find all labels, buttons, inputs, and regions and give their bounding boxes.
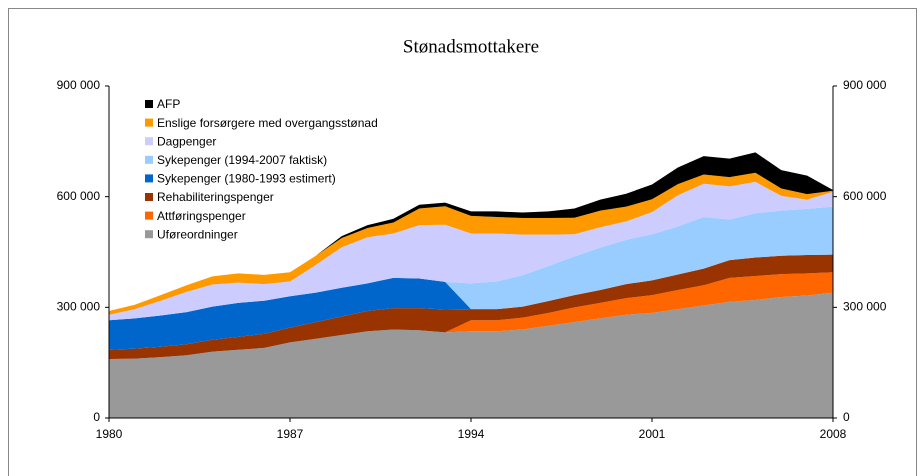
x-tick-label: 2001 xyxy=(639,427,666,441)
area xyxy=(109,292,833,418)
x-tick-label: 1980 xyxy=(96,427,123,441)
area xyxy=(109,272,833,359)
x-tick-label: 1994 xyxy=(458,427,485,441)
legend-item: Sykepenger (1994-2007 faktisk) xyxy=(145,153,327,167)
area xyxy=(109,172,833,315)
area xyxy=(109,152,833,312)
y-tick-label: 300 000 xyxy=(57,300,101,314)
legend-swatch xyxy=(145,118,153,127)
x-tick-label: 1987 xyxy=(277,427,304,441)
legend-item: Enslige forsørgere med overgangsstønad xyxy=(145,116,378,130)
legend-label: Attføringspenger xyxy=(157,209,246,223)
legend-label: Uføreordninger xyxy=(157,227,238,241)
legend-label: Enslige forsørgere med overgangsstønad xyxy=(157,116,378,130)
y2-tick-label: 300 000 xyxy=(843,300,887,314)
legend-swatch xyxy=(145,230,153,239)
legend-swatch xyxy=(145,211,153,220)
legend-item: Sykepenger (1980-1993 estimert) xyxy=(145,172,336,186)
y2-tick-label: 0 xyxy=(843,410,850,424)
area xyxy=(109,254,833,359)
frame xyxy=(8,8,917,476)
legend-swatch xyxy=(145,100,153,108)
area xyxy=(109,181,833,321)
legend-label: AFP xyxy=(157,97,180,111)
y-tick-label: 0 xyxy=(93,410,100,424)
y-tick-label: 900 000 xyxy=(57,78,101,92)
chart-title: Stønadsmottakere xyxy=(403,36,539,57)
legend-swatch xyxy=(145,137,153,146)
legend-swatch xyxy=(145,193,153,201)
legend-item: Rehabiliteringspenger xyxy=(145,190,274,204)
legend-label: Rehabiliteringspenger xyxy=(157,190,274,204)
legend-label: Sykepenger (1994-2007 faktisk) xyxy=(157,153,327,167)
legend-swatch xyxy=(145,174,153,183)
legend-item: Attføringspenger xyxy=(145,209,246,223)
legend-item: AFP xyxy=(145,97,180,111)
legend-item: Uføreordninger xyxy=(145,227,238,241)
area xyxy=(109,254,833,350)
area xyxy=(109,206,833,321)
y2-tick-label: 600 000 xyxy=(843,189,887,203)
x-tick-label: 2008 xyxy=(820,427,847,441)
y-tick-label: 600 000 xyxy=(57,189,101,203)
y2-tick-label: 900 000 xyxy=(843,78,887,92)
legend-label: Sykepenger (1980-1993 estimert) xyxy=(157,172,336,186)
legend-swatch xyxy=(145,155,153,164)
legend-item: Dagpenger xyxy=(145,134,216,148)
legend-label: Dagpenger xyxy=(157,134,216,148)
